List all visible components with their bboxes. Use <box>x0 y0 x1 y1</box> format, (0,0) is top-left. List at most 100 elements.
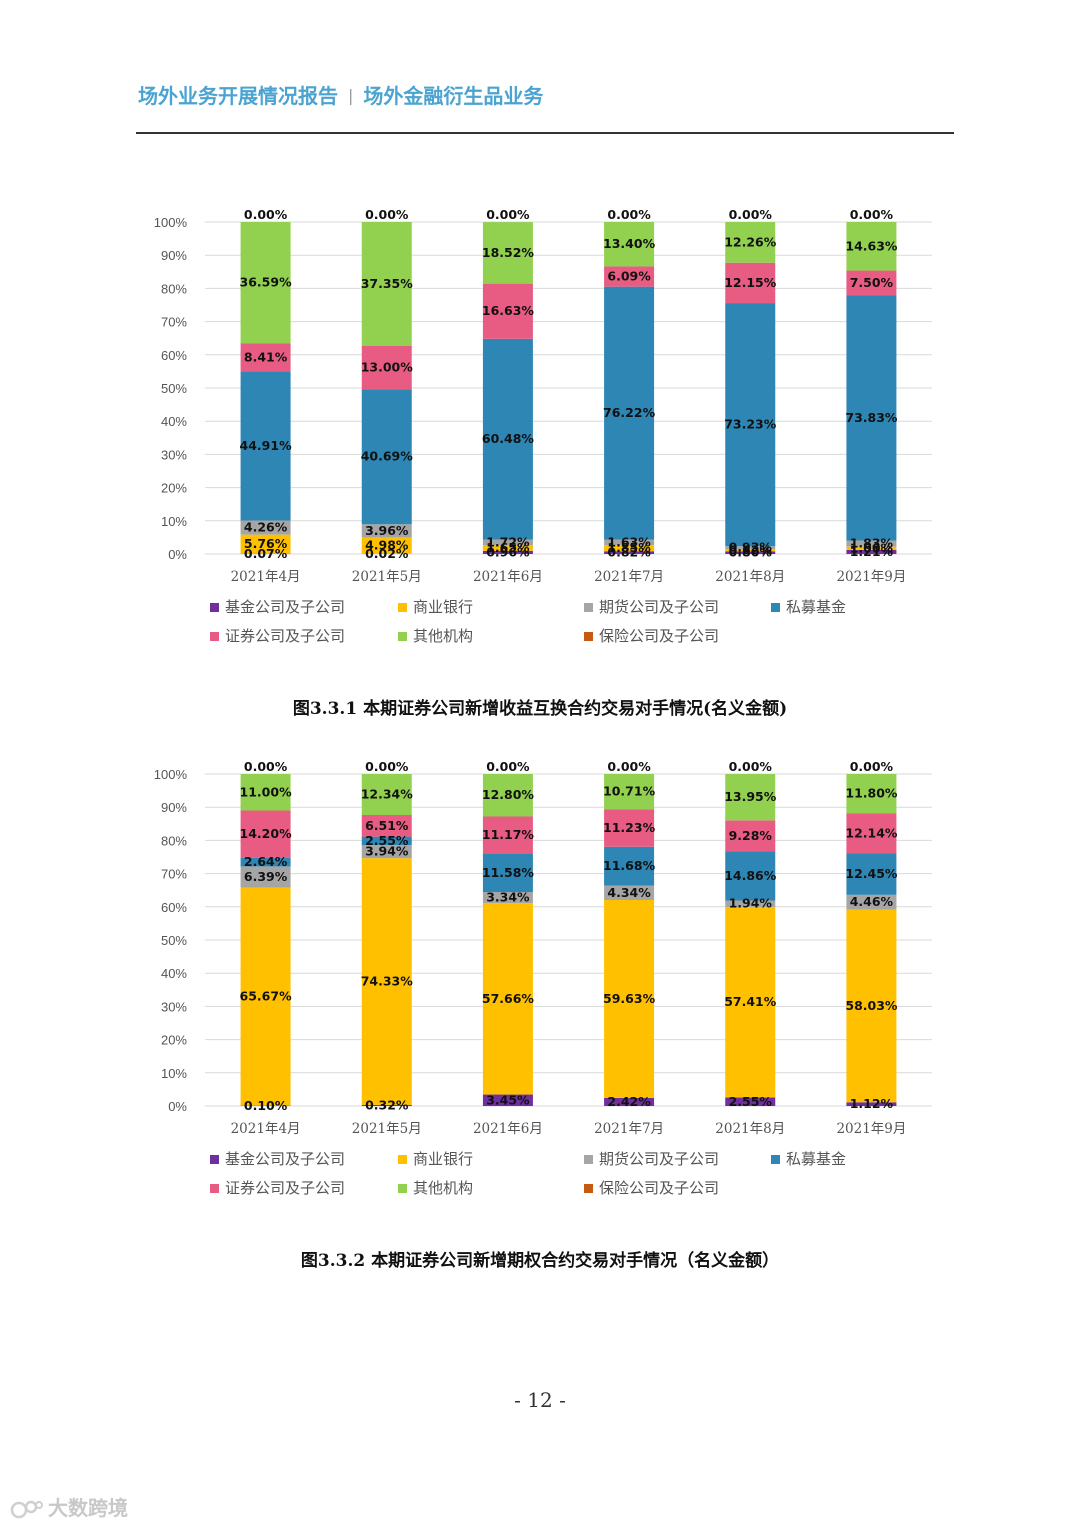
bar-segment <box>361 389 412 525</box>
data-label: 11.23% <box>603 820 656 835</box>
legend-swatch <box>210 1184 219 1193</box>
data-label: 11.80% <box>845 786 898 801</box>
data-label: 0.00% <box>850 207 894 222</box>
bar-segment <box>361 774 412 816</box>
bar-segment <box>725 774 776 821</box>
bar-segment <box>240 887 291 1106</box>
bar-segment <box>604 885 655 900</box>
data-label: 0.10% <box>244 1098 288 1113</box>
bar-segment <box>482 338 533 540</box>
y-tick-label: 20% <box>161 481 187 496</box>
data-label: 1.94% <box>729 896 773 911</box>
bar-segment <box>240 222 291 344</box>
data-label: 5.76% <box>244 536 288 551</box>
bar-segment <box>604 539 655 546</box>
data-label: 9.28% <box>729 828 773 843</box>
bar-segment <box>846 540 897 547</box>
watermark-text: 大数跨境 <box>48 1496 128 1520</box>
data-label: 1.21% <box>850 544 894 559</box>
bar-segment <box>725 551 776 554</box>
chart-1-caption: 图3.3.1 本期证券公司新增收益互换合约交易对手情况(名义金额) <box>292 699 788 719</box>
bar-segment <box>482 550 533 554</box>
y-tick-label: 80% <box>161 833 187 848</box>
y-tick-label: 70% <box>161 315 187 330</box>
bar-segment <box>361 845 412 859</box>
y-tick-label: 20% <box>161 1033 187 1048</box>
bar-segment <box>604 773 655 810</box>
x-tick-label: 2021年7月 <box>594 1121 664 1137</box>
watermark: 大数跨境 <box>10 1492 128 1523</box>
data-label: 4.98% <box>365 538 409 553</box>
bar-segment <box>725 851 776 901</box>
data-label: 7.50% <box>850 275 894 290</box>
data-label: 0.02% <box>365 546 409 561</box>
data-label: 74.33% <box>361 974 414 989</box>
data-label: 40.69% <box>361 449 414 464</box>
y-tick-label: 100% <box>154 215 188 230</box>
data-label: 57.41% <box>724 994 777 1009</box>
legend-swatch <box>584 1155 593 1164</box>
x-tick-label: 2021年6月 <box>473 1121 543 1137</box>
report-header: 场外业务开展情况报告 | 场外金融衍生品业务 <box>138 80 543 109</box>
bar-segment <box>482 816 533 854</box>
data-label: 73.23% <box>724 417 777 432</box>
data-label: 37.35% <box>361 276 414 291</box>
x-tick-label: 2021年6月 <box>473 569 543 585</box>
data-label: 12.34% <box>361 787 414 802</box>
bar-segment <box>240 774 291 811</box>
bar-segment <box>846 813 897 854</box>
legend-swatch <box>210 1155 219 1164</box>
legend-swatch <box>584 632 593 641</box>
header-title-left: 场外业务开展情况报告 <box>138 84 338 108</box>
bar-segment <box>604 221 655 267</box>
bar-segment <box>725 303 776 547</box>
watermark-logo-icon <box>10 1500 43 1518</box>
bar-segment <box>361 815 412 837</box>
y-tick-label: 60% <box>161 900 187 915</box>
bar-segment <box>846 1102 897 1106</box>
bar-segment <box>846 909 897 1103</box>
bar-segment <box>482 892 533 904</box>
x-tick-label: 2021年9月 <box>836 1121 906 1137</box>
chart-2-caption: 图3.3.2 本期证券公司新增期权合约交易对手情况（名义金额） <box>300 1251 780 1271</box>
legend-label: 期货公司及子公司 <box>599 1150 719 1168</box>
legend-label: 商业银行 <box>413 1150 473 1168</box>
bar-segment <box>604 551 655 554</box>
data-label: 0.00% <box>850 759 894 774</box>
data-label: 4.26% <box>244 520 288 535</box>
legend-label: 保险公司及子公司 <box>599 627 719 645</box>
data-label: 10.71% <box>603 784 656 799</box>
data-label: 8.41% <box>244 349 288 364</box>
y-tick-label: 30% <box>161 999 187 1014</box>
data-label: 0.00% <box>244 759 288 774</box>
bar-segment <box>604 899 655 1098</box>
bar-segment <box>240 857 291 867</box>
y-tick-label: 60% <box>161 348 187 363</box>
data-label: 3.34% <box>486 890 530 905</box>
bar-segment <box>846 295 897 541</box>
data-label: 0.82% <box>607 545 651 560</box>
y-tick-label: 50% <box>161 381 187 396</box>
y-tick-label: 10% <box>161 514 187 529</box>
bar-segment <box>725 262 776 304</box>
y-tick-label: 0% <box>168 547 187 562</box>
bar-segment <box>725 1097 776 1106</box>
bar-segment <box>361 836 412 846</box>
bar-segment <box>482 774 533 817</box>
data-label: 13.95% <box>724 789 777 804</box>
bar-segment <box>846 270 897 296</box>
x-tick-label: 2021年9月 <box>836 569 906 585</box>
data-label: 14.20% <box>240 826 293 841</box>
bar-segment <box>482 903 533 1095</box>
y-tick-label: 40% <box>161 966 187 981</box>
data-label: 12.15% <box>724 275 777 290</box>
legend-label: 基金公司及子公司 <box>225 1150 345 1168</box>
header-rule <box>136 132 954 134</box>
bar-segment <box>240 371 291 521</box>
header-separator: | <box>348 86 354 105</box>
data-label: 12.80% <box>482 787 535 802</box>
data-label: 14.86% <box>724 868 777 883</box>
bar-segment <box>725 549 776 552</box>
data-label: 65.67% <box>240 989 293 1004</box>
data-label: 6.39% <box>244 869 288 884</box>
